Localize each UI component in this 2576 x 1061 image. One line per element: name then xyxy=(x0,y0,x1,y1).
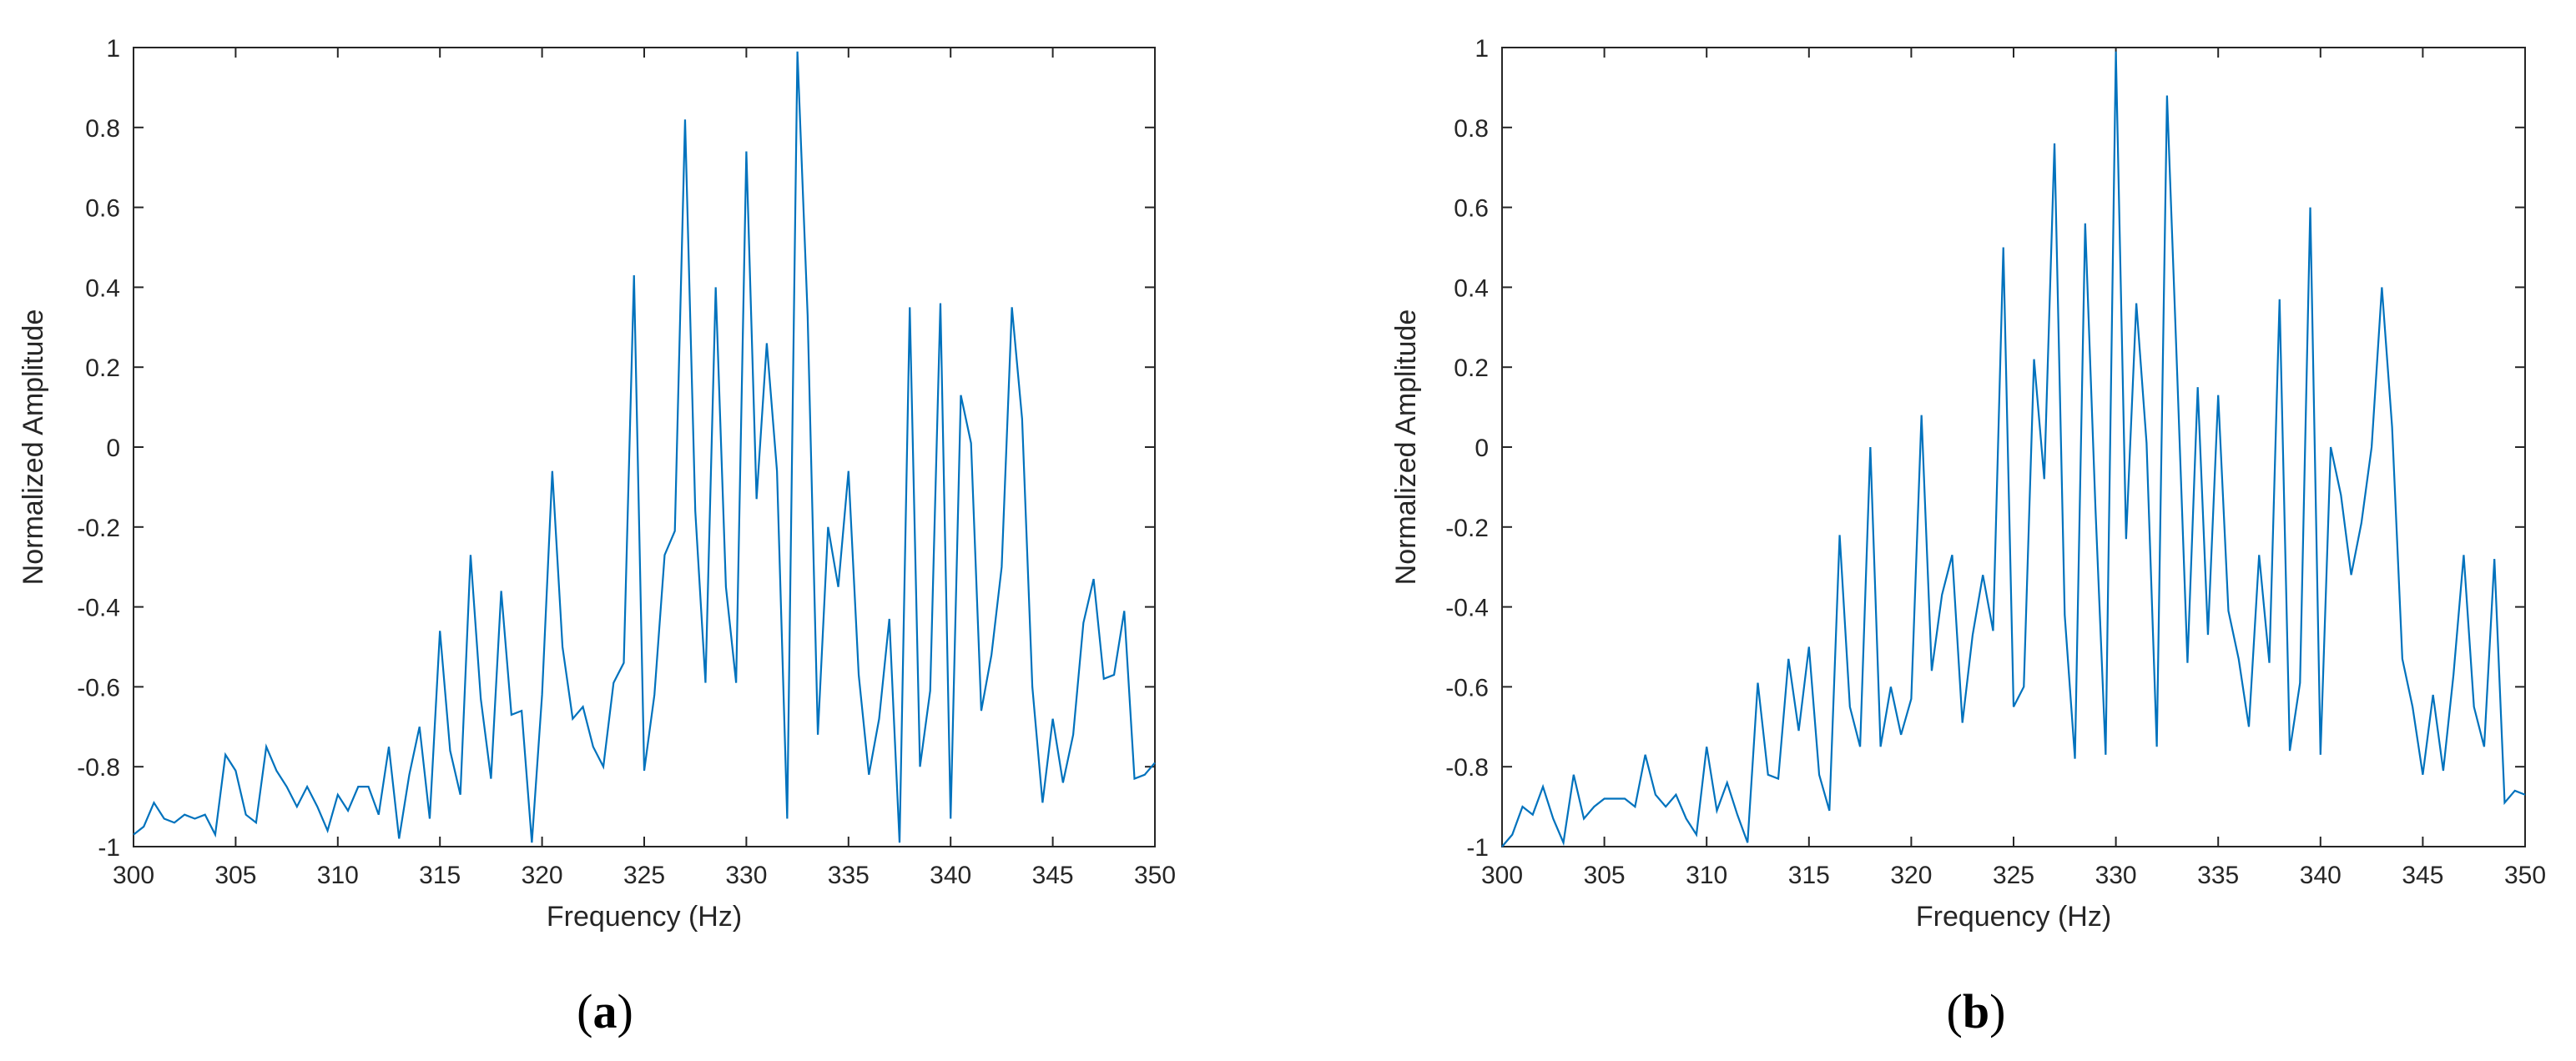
x-tick-label: 325 xyxy=(1993,862,2034,889)
y-tick-label: 0 xyxy=(1475,435,1489,462)
x-tick-label: 325 xyxy=(623,862,665,889)
plot-area xyxy=(1501,47,2526,847)
plot-area xyxy=(133,47,1156,847)
y-tick-label: 0.4 xyxy=(1454,274,1489,302)
x-tick-label: 335 xyxy=(828,862,870,889)
y-tick-label: -1 xyxy=(1466,834,1489,862)
y-tick-label: 1 xyxy=(1475,35,1489,63)
x-tick-label: 345 xyxy=(2402,862,2443,889)
x-tick-label: 330 xyxy=(725,862,767,889)
x-tick-label: 340 xyxy=(2300,862,2342,889)
y-tick-label: -0.8 xyxy=(1445,754,1489,782)
y-tick-label: -0.6 xyxy=(77,674,120,701)
y-tick-label: -0.2 xyxy=(1445,515,1489,542)
y-tick-label: 0.6 xyxy=(1454,195,1489,223)
y-tick-label: -0.8 xyxy=(77,754,120,782)
x-tick-label: 315 xyxy=(1788,862,1830,889)
x-tick-label: 320 xyxy=(522,862,563,889)
x-axis-label: Frequency (Hz) xyxy=(547,901,742,933)
x-tick-label: 335 xyxy=(2197,862,2239,889)
x-tick-label: 310 xyxy=(1686,862,1727,889)
chart-panel-a: 300 305 310 315 320 325 330 335 340 345 350 -1 -0.8 -… xyxy=(18,35,1176,1038)
x-tick-label: 305 xyxy=(214,862,256,889)
panel-label: (b) xyxy=(1947,984,2006,1038)
x-tick-label: 350 xyxy=(2504,862,2546,889)
x-tick-label: 340 xyxy=(930,862,971,889)
x-tick-label: 300 xyxy=(113,862,154,889)
chart-panel-b: 300 305 310 315 320 325 330 335 340 345 350 -1 -0.8 -… xyxy=(1390,35,2546,1038)
y-tick-label: 0.4 xyxy=(85,274,120,302)
y-axis-label: Normalized Amplitude xyxy=(18,309,49,586)
x-tick-label: 305 xyxy=(1584,862,1626,889)
x-tick-label: 315 xyxy=(419,862,461,889)
y-tick-label: -0.4 xyxy=(1445,595,1489,622)
x-axis-label: Frequency (Hz) xyxy=(1916,901,2111,933)
x-tick-label: 350 xyxy=(1134,862,1176,889)
y-tick-label: 0.2 xyxy=(85,355,120,382)
x-tick-label: 310 xyxy=(317,862,359,889)
series-line xyxy=(133,51,1156,843)
y-axis-label: Normalized Amplitude xyxy=(1390,309,1422,586)
y-tick-label: 0.2 xyxy=(1454,355,1489,382)
x-tick-label: 345 xyxy=(1032,862,1074,889)
series-line xyxy=(1501,51,2526,847)
x-tick-label: 320 xyxy=(1890,862,1932,889)
y-tick-label: 0.8 xyxy=(1454,115,1489,143)
y-tick-label: -1 xyxy=(98,834,120,862)
y-tick-label: 0.6 xyxy=(85,195,120,223)
y-tick-label: 1 xyxy=(106,35,120,63)
panel-label: (a) xyxy=(577,984,633,1038)
y-tick-label: 0 xyxy=(106,435,120,462)
x-tick-label: 300 xyxy=(1481,862,1523,889)
y-tick-label: 0.8 xyxy=(85,115,120,143)
y-tick-label: -0.2 xyxy=(77,515,120,542)
y-tick-label: -0.6 xyxy=(1445,674,1489,701)
x-tick-label: 330 xyxy=(2095,862,2137,889)
y-tick-label: -0.4 xyxy=(77,595,120,622)
